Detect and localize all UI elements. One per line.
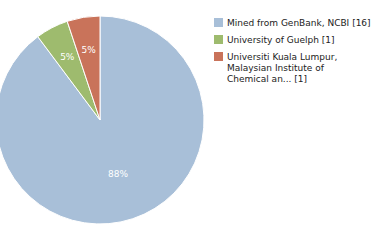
legend-label-line: University of Guelph [1] bbox=[227, 35, 335, 45]
slice bbox=[0, 16, 204, 224]
legend-label-line: Mined from GenBank, NCBI [16] bbox=[227, 18, 371, 28]
chart: 88% 5% 5% Mined from GenBank, NCBI [16] Univ… bbox=[0, 0, 380, 240]
data-labels: 88% 5% 5% bbox=[60, 45, 128, 179]
legend-label: Universiti Kuala Lumpur,Malaysian Instit… bbox=[227, 52, 337, 84]
legend-label-line: Malaysian Institute of bbox=[227, 63, 325, 73]
legend-label: University of Guelph [1] bbox=[227, 35, 335, 45]
data-label: 5% bbox=[60, 52, 75, 62]
legend: Mined from GenBank, NCBI [16] University … bbox=[214, 18, 371, 84]
legend-swatch bbox=[214, 35, 223, 44]
slice bbox=[67, 16, 100, 120]
page: {"chart_data": {"type": "pie", "categori… bbox=[0, 0, 380, 240]
data-label: 5% bbox=[82, 45, 97, 55]
legend-label-line: Universiti Kuala Lumpur, bbox=[227, 52, 337, 62]
legend-swatch bbox=[214, 18, 223, 27]
data-label: 88% bbox=[108, 169, 128, 179]
legend-swatch bbox=[214, 52, 223, 61]
slices bbox=[0, 16, 204, 224]
legend-label-line: Chemical an... [1] bbox=[227, 74, 307, 84]
legend-label: Mined from GenBank, NCBI [16] bbox=[227, 18, 371, 28]
